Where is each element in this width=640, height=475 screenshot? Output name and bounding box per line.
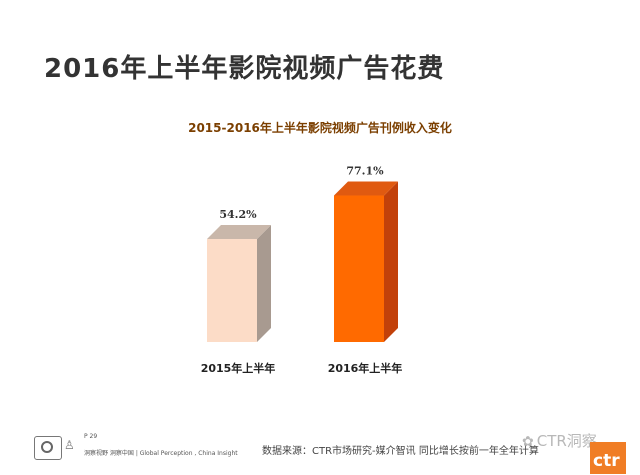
- data-source-note: 数据来源：CTR市场研究-媒介智讯 同比增长按前一年全年计算: [262, 446, 539, 457]
- bar-side-2: [384, 181, 398, 342]
- page-number: P 29: [84, 433, 98, 440]
- page-title: 2016年上半年影院视频广告花费: [44, 54, 445, 84]
- bar-2: [334, 195, 384, 342]
- person-icon: ♙: [64, 438, 75, 452]
- category-label-1: 2015年上半年: [201, 361, 276, 375]
- bar-side-1: [257, 225, 271, 342]
- bar-1: [207, 239, 257, 342]
- value-label-1: 54.2%: [219, 208, 257, 221]
- value-label-2: 77.1%: [346, 165, 384, 178]
- chart-title: 2015-2016年上半年影院视频广告刊例收入变化: [188, 121, 452, 135]
- wechat-icon: ✿: [522, 434, 534, 450]
- footer-tagline: 洞察视野 洞察中国 | Global Perception , China In…: [84, 450, 238, 457]
- bar-top-1: [207, 225, 271, 240]
- bar-top-2: [334, 181, 398, 196]
- category-label-2: 2016年上半年: [328, 361, 403, 375]
- ctr-emblem-icon: [34, 436, 62, 460]
- ctr-logo-text: ctr: [593, 451, 620, 471]
- wechat-watermark: ✿ CTR洞察: [522, 430, 597, 451]
- watermark-text: CTR洞察: [536, 432, 597, 450]
- ctr-logo: ctr: [590, 442, 626, 474]
- footer: ♙ P 29 洞察视野 洞察中国 | Global Perception , C…: [0, 420, 640, 475]
